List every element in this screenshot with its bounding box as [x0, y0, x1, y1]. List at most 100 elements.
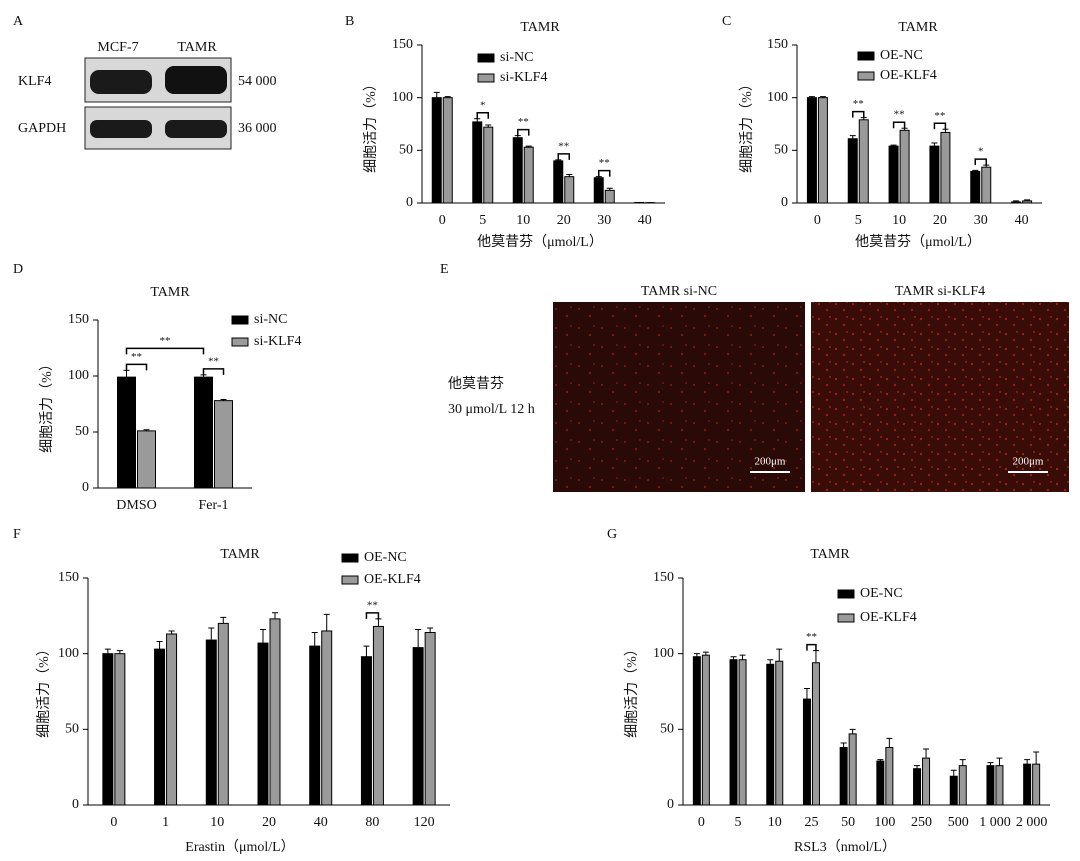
blot-band — [165, 66, 227, 94]
y-tick-label: 50 — [660, 722, 674, 737]
bar — [117, 376, 136, 489]
blot-band — [165, 120, 227, 138]
legend-swatch — [857, 51, 875, 61]
significance-label: ** — [853, 98, 864, 110]
chart-title: TAMR — [150, 285, 190, 300]
legend-swatch — [837, 613, 855, 623]
panel-label: G — [607, 527, 617, 542]
legend-swatch — [477, 73, 495, 83]
bar — [269, 618, 281, 806]
significance-bracket — [202, 368, 225, 375]
x-tick-label: 30 — [974, 213, 988, 228]
bar — [806, 97, 817, 204]
legend-swatch — [231, 337, 249, 347]
legend-label: OE-NC — [860, 586, 903, 601]
y-axis-label: 细胞活力（%） — [39, 357, 55, 453]
y-tick-label: 50 — [75, 424, 89, 439]
bar — [701, 654, 710, 806]
error-bar — [168, 630, 175, 634]
legend-label: si-NC — [254, 312, 287, 327]
significance-label: ** — [599, 157, 610, 169]
bar — [360, 656, 372, 806]
error-bar — [812, 650, 819, 663]
bar — [811, 662, 820, 806]
bar — [1032, 763, 1041, 806]
significance-label: ** — [131, 351, 142, 363]
error-bar — [514, 135, 521, 138]
bar — [257, 642, 269, 806]
significance-bracket — [517, 128, 530, 136]
significance-label: ** — [558, 140, 569, 152]
micrograph-image — [811, 302, 1069, 492]
x-tick-label: 0 — [698, 815, 705, 830]
panel-label: E — [440, 262, 449, 277]
significance-bracket — [892, 121, 906, 129]
y-tick-label: 100 — [58, 646, 79, 661]
significance-label: ** — [160, 335, 171, 347]
bar — [802, 698, 811, 806]
y-tick-label: 0 — [82, 480, 89, 495]
panel-label: A — [13, 14, 24, 29]
bar — [553, 160, 564, 204]
significance-bracket — [974, 158, 987, 166]
significance-bracket — [125, 363, 148, 371]
y-tick-label: 50 — [399, 143, 413, 158]
blot-band — [90, 70, 152, 94]
legend-swatch — [857, 71, 875, 81]
chart-title: TAMR — [898, 20, 938, 35]
bar — [593, 177, 604, 204]
significance-bracket — [557, 153, 570, 160]
error-bar — [776, 648, 783, 662]
x-tick-label: 100 — [874, 815, 895, 830]
error-bar — [220, 399, 227, 401]
image-title: TAMR si-KLF4 — [895, 284, 985, 299]
significance-label: ** — [934, 110, 945, 122]
error-bar — [606, 187, 613, 191]
error-bar — [375, 618, 382, 627]
legend-swatch — [837, 589, 855, 599]
error-bar — [739, 654, 746, 660]
error-bar — [702, 651, 709, 656]
bar — [817, 97, 828, 204]
error-bar — [485, 124, 492, 128]
x-axis-label: 他莫昔芬（μmol/L） — [855, 234, 981, 250]
panel-label: C — [722, 14, 731, 29]
error-bar — [1024, 759, 1031, 765]
x-tick-label: 250 — [911, 815, 932, 830]
legend-swatch — [231, 315, 249, 325]
bar — [512, 137, 523, 204]
y-axis-label: 细胞活力（%） — [739, 77, 755, 173]
bar — [729, 659, 738, 806]
bar — [922, 757, 931, 806]
blot-band — [90, 120, 152, 138]
error-bar — [950, 769, 957, 777]
significance-label: ** — [894, 109, 905, 121]
significance-label: ** — [367, 599, 378, 611]
x-tick-label: 5 — [855, 213, 862, 228]
legend-swatch — [341, 553, 359, 563]
x-tick-label: DMSO — [116, 498, 156, 513]
error-bar — [123, 369, 130, 378]
x-axis-label: RSL3（nmol/L） — [794, 839, 896, 855]
x-tick-label: 0 — [814, 213, 821, 228]
error-bar — [730, 656, 737, 660]
error-bar — [767, 659, 774, 665]
bar — [899, 129, 910, 204]
bar — [424, 631, 436, 806]
bar — [692, 656, 701, 806]
error-bar — [803, 687, 810, 700]
error-bar — [104, 648, 111, 654]
y-tick-label: 100 — [68, 368, 89, 383]
bar — [888, 145, 899, 204]
bar — [995, 765, 1004, 806]
x-tick-label: 10 — [892, 213, 906, 228]
chart-title: TAMR — [220, 547, 260, 562]
bar — [847, 138, 858, 204]
bar — [848, 733, 857, 806]
x-tick-label: 80 — [365, 815, 379, 830]
bar — [876, 760, 885, 806]
bar — [1022, 200, 1033, 204]
error-bar — [693, 653, 700, 657]
bar — [986, 765, 995, 806]
significance-label: * — [480, 99, 486, 111]
